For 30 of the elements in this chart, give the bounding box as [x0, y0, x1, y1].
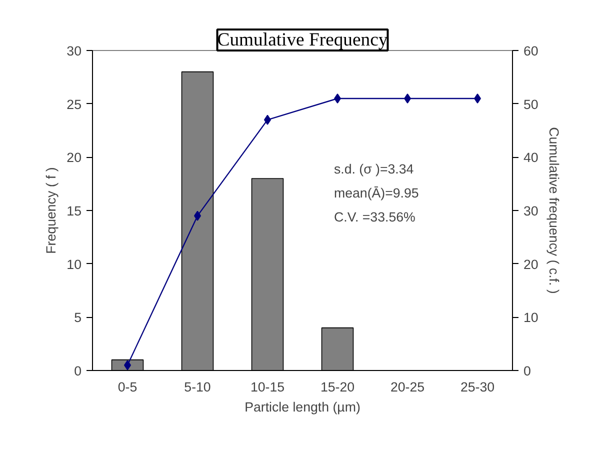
y-tick-label: 20 — [66, 150, 82, 166]
y-tick-label: 15 — [66, 204, 82, 218]
x-tick-label: 10-15 — [250, 380, 285, 394]
y-tick-label: 0 — [74, 364, 82, 378]
y2-tick-label: 0 — [524, 364, 531, 378]
x-tick-label: 0-5 — [118, 380, 138, 394]
x-tick-label: 25-30 — [460, 380, 495, 394]
y2-axis-title: Cumulative frequency ( c.f. ) — [546, 127, 562, 294]
x-tick-label: 15-20 — [320, 380, 355, 394]
point — [334, 94, 341, 104]
y-axis-title: Frequency ( f ) — [44, 167, 59, 254]
x-axis-title: Particle length (µm) — [244, 400, 360, 414]
chart-title: Cumulative Frequency — [217, 30, 388, 50]
point — [474, 94, 481, 104]
annotation: s.d. (σ )=3.34 — [334, 161, 414, 176]
y-tick-label: 10 — [66, 256, 82, 272]
y-tick-label: 30 — [66, 44, 82, 58]
y2-tick-label: 20 — [524, 256, 538, 272]
y2-tick-label: 50 — [524, 96, 538, 112]
y-tick-label: 5 — [74, 310, 82, 326]
x-tick-label: 20-25 — [390, 380, 425, 394]
x-tick-label: 5-10 — [184, 380, 211, 394]
y2-tick-label: 10 — [524, 310, 538, 326]
y2-tick-label: 40 — [524, 150, 538, 166]
y2-tick-label: 60 — [524, 44, 538, 58]
annotation: mean(Ā)=9.95 — [334, 185, 419, 200]
annotation: C.V. =33.56% — [334, 209, 416, 224]
y2-tick-label: 30 — [524, 204, 538, 218]
point — [404, 94, 411, 104]
y-tick-label: 25 — [66, 96, 82, 112]
